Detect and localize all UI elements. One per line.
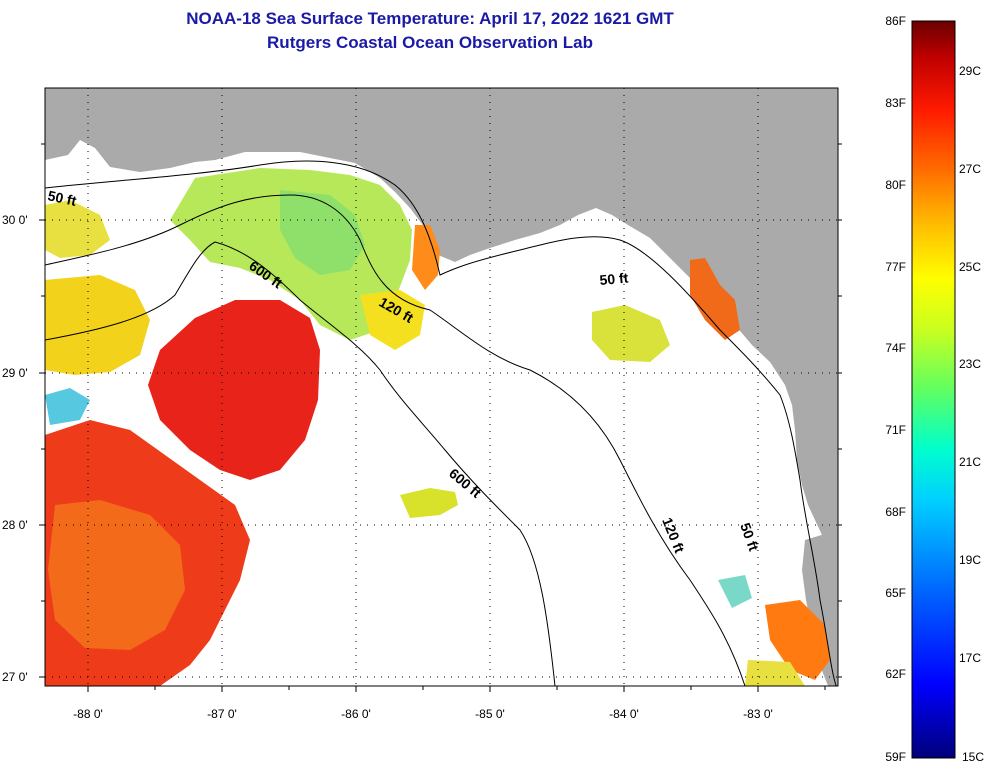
lat-label: 29 0' — [2, 366, 28, 380]
sst-patch-mid — [400, 488, 458, 518]
colorbar-c-label: 25C — [959, 260, 981, 274]
colorbar-c-labels: 29C 27C 25C 23C 21C 19C 17C 15C — [959, 64, 984, 764]
colorbar-c-label: 17C — [959, 651, 981, 665]
sst-green-patch — [280, 190, 365, 275]
colorbar-f-label: 77F — [885, 260, 906, 274]
lat-label: 28 0' — [2, 518, 28, 532]
land-peninsula-south — [802, 530, 838, 686]
colorbar-f-label: 68F — [885, 505, 906, 519]
colorbar-f-label: 86F — [885, 14, 906, 28]
contour-label: 50 ft — [599, 270, 629, 288]
colorbar-f-label: 80F — [885, 178, 906, 192]
sst-patch-cool-se — [718, 575, 752, 608]
colorbar-c-label: 15C — [962, 750, 984, 764]
lon-label: -85 0' — [475, 707, 505, 721]
sst-yellow-west — [45, 275, 150, 375]
colorbar-f-labels: 86F 83F 80F 77F 74F 71F 68F 65F 62F 59F — [885, 14, 906, 764]
map-subtitle: Rutgers Coastal Ocean Observation Lab — [267, 33, 593, 52]
sst-cool-shelf — [170, 168, 412, 340]
colorbar-f-label: 83F — [885, 96, 906, 110]
contour-120ft — [45, 194, 746, 686]
lon-label: -87 0' — [207, 707, 237, 721]
colorbar-f-label: 65F — [885, 586, 906, 600]
colorbar-f-label: 71F — [885, 423, 906, 437]
map-frame — [44, 87, 839, 687]
colorbar-c-label: 29C — [959, 64, 981, 78]
sst-patch-cool-w — [45, 388, 90, 425]
contour-50ft-west — [45, 160, 837, 686]
sst-patch-se-2 — [745, 660, 805, 686]
sst-patch-se — [765, 600, 830, 680]
colorbar-c-label: 27C — [959, 162, 981, 176]
sst-warm-loop-north — [148, 300, 320, 480]
sst-yellow-bay — [360, 290, 425, 350]
lon-label: -86 0' — [341, 707, 371, 721]
colorbar-f-label: 62F — [885, 667, 906, 681]
sst-yellow-nw — [45, 200, 110, 258]
axis-ticks — [39, 143, 842, 692]
map-title: NOAA-18 Sea Surface Temperature: April 1… — [186, 9, 674, 28]
sst-eddy-orange — [48, 500, 185, 650]
sst-orange-coast — [412, 225, 440, 290]
land-mass — [45, 88, 838, 548]
contour-600ft — [45, 241, 556, 686]
lat-label: 30 0' — [2, 213, 28, 227]
colorbar-c-label: 23C — [959, 357, 981, 371]
colorbar-c-label: 21C — [959, 455, 981, 469]
lon-label: -83 0' — [743, 707, 773, 721]
colorbar-f-label: 59F — [885, 750, 906, 764]
lon-label: -84 0' — [609, 707, 639, 721]
sst-patch-east-2 — [690, 258, 740, 340]
colorbar-c-label: 19C — [959, 553, 981, 567]
sst-patch-east-1 — [592, 305, 670, 362]
lon-label: -88 0' — [73, 707, 103, 721]
lat-label: 27 0' — [2, 670, 28, 684]
contour-label: 50 ft — [46, 187, 78, 209]
colorbar — [911, 20, 956, 759]
colorbar-f-label: 74F — [885, 341, 906, 355]
